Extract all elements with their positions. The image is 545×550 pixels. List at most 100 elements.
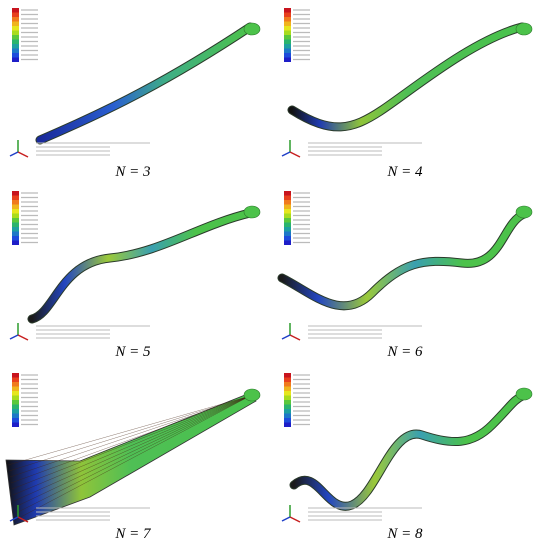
legend-band: [284, 57, 291, 62]
legend-band: [12, 209, 19, 214]
legend-band: [284, 195, 291, 200]
legend-band: [284, 386, 291, 391]
legend-band: [12, 44, 19, 49]
panel: [277, 191, 533, 341]
fan-line: [8, 395, 251, 472]
legend-band: [284, 382, 291, 387]
legend-band: [284, 240, 291, 245]
legend-band: [284, 213, 291, 218]
legend-band: [12, 391, 19, 396]
fan-line: [13, 395, 251, 502]
blade: [36, 23, 254, 144]
legend-band: [284, 404, 291, 409]
legend-band: [284, 8, 291, 13]
caption: N = 3: [114, 164, 150, 180]
legend-band: [12, 240, 19, 245]
fan-line: [15, 395, 251, 514]
legend-band: [284, 39, 291, 44]
blade-root: [515, 22, 533, 36]
panel: [5, 373, 261, 526]
legend-band: [12, 30, 19, 35]
legend-band: [284, 236, 291, 241]
legend-band: [284, 409, 291, 414]
axis-x: [289, 516, 301, 523]
axis-z: [9, 334, 19, 340]
legend-band: [12, 200, 19, 205]
legend-band: [284, 17, 291, 22]
legend-band: [12, 12, 19, 17]
legend-band: [284, 222, 291, 227]
axis-x: [17, 334, 29, 341]
blade-root: [515, 387, 533, 401]
legend-band: [284, 48, 291, 53]
legend-band: [12, 404, 19, 409]
legend-band: [12, 48, 19, 53]
legend-band: [12, 21, 19, 26]
legend-band: [284, 44, 291, 49]
caption: N = 7: [114, 526, 152, 542]
legend-band: [12, 191, 19, 196]
legend-band: [284, 418, 291, 423]
legend-band: [284, 53, 291, 58]
legend-band: [284, 400, 291, 405]
panel: [281, 8, 533, 158]
legend-band: [12, 231, 19, 236]
caption: N = 6: [386, 344, 423, 360]
legend-band: [12, 195, 19, 200]
legend-band: [284, 209, 291, 214]
legend-band: [284, 391, 291, 396]
legend-band: [12, 8, 19, 13]
legend-band: [12, 422, 19, 427]
blade-outline: [289, 390, 529, 511]
legend-band: [284, 21, 291, 26]
legend-band: [12, 236, 19, 241]
legend-band: [284, 191, 291, 196]
blade-outline: [27, 208, 255, 324]
blade: [278, 210, 528, 310]
caption: N = 5: [114, 344, 151, 360]
blade-root: [515, 205, 533, 219]
caption: N = 8: [386, 526, 423, 542]
legend-band: [12, 53, 19, 58]
axis-z: [9, 516, 19, 522]
legend-band: [284, 377, 291, 382]
axis-x: [17, 516, 29, 523]
legend-band: [12, 222, 19, 227]
legend-band: [12, 218, 19, 223]
blade: [290, 391, 528, 510]
axis-x: [289, 151, 301, 158]
legend-band: [284, 26, 291, 31]
legend-band: [284, 12, 291, 17]
fan-line: [7, 395, 251, 466]
legend-band: [12, 409, 19, 414]
blade: [28, 209, 254, 323]
axis-z: [281, 516, 291, 522]
axis-x: [17, 151, 29, 158]
legend-band: [12, 382, 19, 387]
blade-root: [243, 388, 261, 402]
legend-band: [284, 200, 291, 205]
legend-band: [284, 422, 291, 427]
blade-root: [243, 22, 261, 36]
axis-z: [9, 151, 19, 157]
legend-band: [284, 231, 291, 236]
axis-z: [281, 151, 291, 157]
legend-band: [284, 413, 291, 418]
legend-band: [284, 227, 291, 232]
legend-band: [12, 39, 19, 44]
legend-band: [284, 373, 291, 378]
fan-line: [11, 395, 251, 490]
legend-band: [284, 30, 291, 35]
fan-line: [9, 395, 251, 478]
legend-band: [284, 395, 291, 400]
legend-band: [12, 213, 19, 218]
legend-band: [284, 204, 291, 209]
legend-band: [12, 26, 19, 31]
legend-band: [284, 218, 291, 223]
legend-band: [12, 413, 19, 418]
blade-root: [243, 205, 261, 219]
legend-band: [12, 204, 19, 209]
legend-band: [12, 35, 19, 40]
panel: [9, 191, 261, 341]
